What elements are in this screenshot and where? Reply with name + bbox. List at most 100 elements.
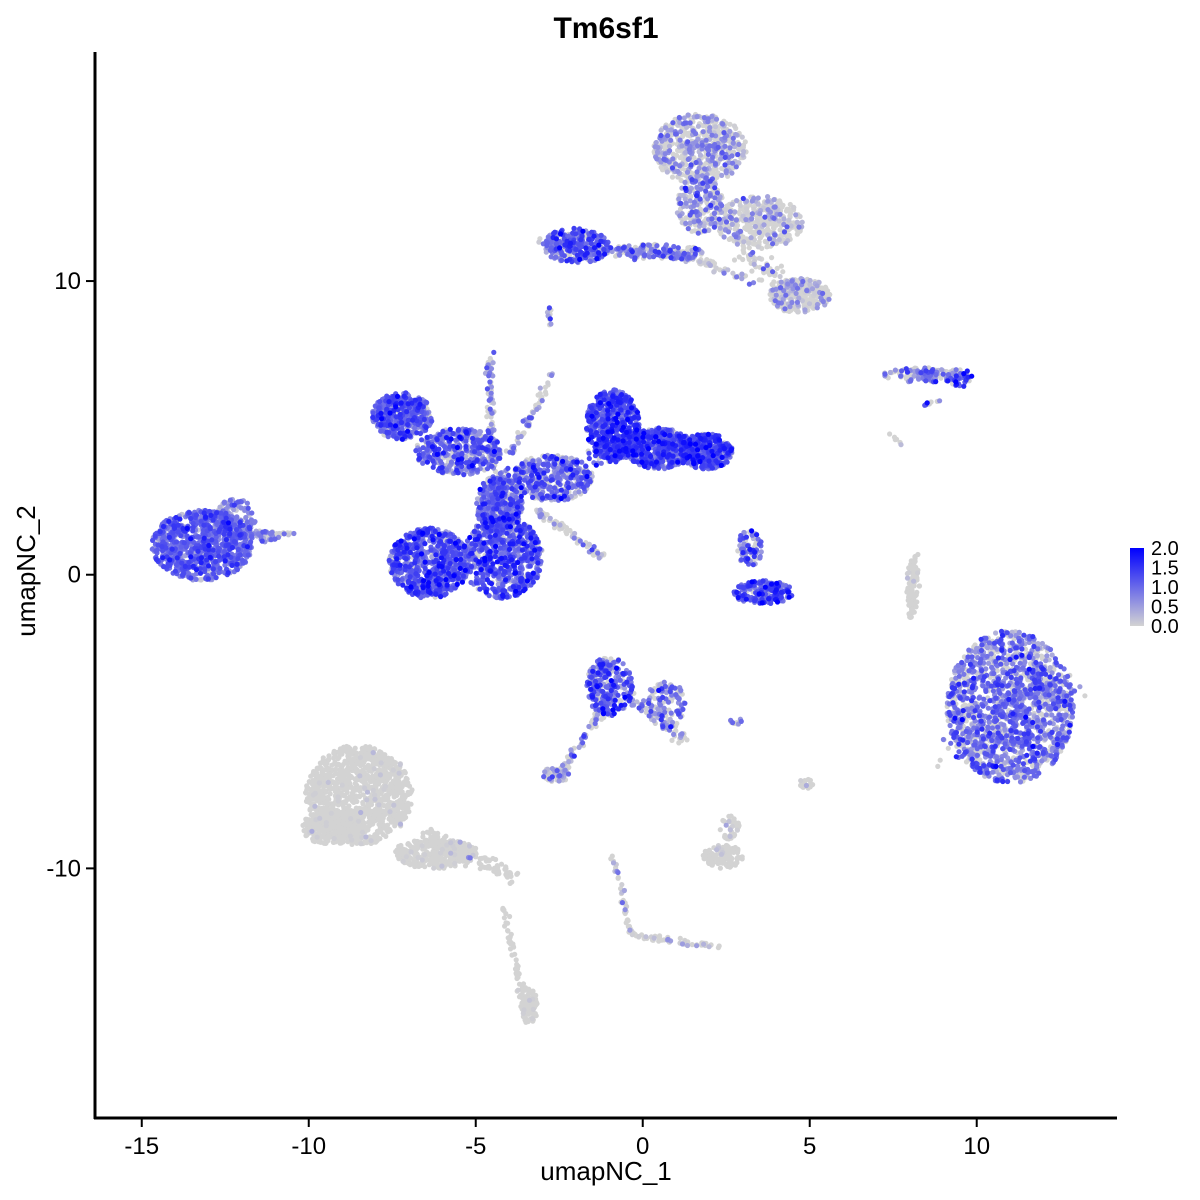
cell-point-unexpressed bbox=[678, 177, 684, 184]
cell-point-unexpressed bbox=[414, 845, 420, 852]
cell-point-unexpressed bbox=[393, 849, 399, 855]
cell-point-unexpressed bbox=[366, 809, 372, 815]
cell-point-unexpressed bbox=[656, 938, 662, 944]
cell-point-unexpressed bbox=[378, 829, 384, 835]
cell-point-unexpressed bbox=[512, 951, 518, 957]
cell-point-unexpressed bbox=[732, 844, 738, 851]
cell-point-expressed bbox=[731, 123, 738, 129]
cell-point-unexpressed bbox=[408, 801, 414, 807]
cell-point-unexpressed bbox=[360, 777, 366, 783]
cell-point-unexpressed bbox=[625, 918, 631, 924]
cell-point-unexpressed bbox=[520, 981, 527, 987]
cell-point-unexpressed bbox=[343, 772, 349, 778]
cell-point-unexpressed bbox=[478, 862, 484, 868]
cell-point-unexpressed bbox=[342, 793, 348, 799]
cell-point-unexpressed bbox=[303, 790, 309, 796]
cell-point-unexpressed bbox=[518, 992, 524, 999]
cell-point-unexpressed bbox=[386, 775, 392, 781]
cell-point-unexpressed bbox=[513, 957, 519, 963]
cell-point-unexpressed bbox=[384, 822, 391, 828]
cell-point-unexpressed bbox=[353, 795, 359, 801]
cell-point-unexpressed bbox=[493, 856, 499, 863]
cell-point-unexpressed bbox=[323, 762, 329, 768]
cell-point-unexpressed bbox=[396, 856, 402, 862]
cell-point-unexpressed bbox=[910, 564, 916, 571]
cell-point-unexpressed bbox=[330, 802, 336, 808]
cell-point-unexpressed bbox=[325, 794, 331, 800]
cell-point-unexpressed bbox=[308, 773, 314, 779]
cell-point-unexpressed bbox=[347, 794, 353, 800]
cell-point-unexpressed bbox=[669, 737, 675, 744]
cell-point-unexpressed bbox=[399, 794, 405, 801]
cell-point-unexpressed bbox=[677, 155, 683, 161]
cell-point-unexpressed bbox=[352, 776, 358, 782]
cell-point-unexpressed bbox=[908, 609, 914, 615]
cell-point-unexpressed bbox=[715, 170, 721, 176]
cell-point-unexpressed bbox=[916, 583, 923, 589]
cell-point-unexpressed bbox=[670, 151, 676, 157]
cell-point-unexpressed bbox=[383, 833, 389, 840]
cell-point-unexpressed bbox=[945, 745, 951, 751]
cell-point-unexpressed bbox=[386, 816, 392, 822]
cell-point-unexpressed bbox=[706, 860, 712, 866]
cell-point-unexpressed bbox=[376, 767, 382, 773]
cell-point-unexpressed bbox=[887, 431, 893, 437]
cell-point-unexpressed bbox=[785, 207, 791, 213]
cell-point-unexpressed bbox=[340, 761, 347, 767]
cell-point-unexpressed bbox=[397, 803, 403, 809]
cell-point-unexpressed bbox=[403, 805, 409, 811]
cell-point-unexpressed bbox=[710, 852, 717, 858]
cell-point-unexpressed bbox=[349, 786, 356, 792]
cell-point-unexpressed bbox=[413, 838, 419, 845]
cell-point-unexpressed bbox=[680, 133, 686, 139]
cell-point-unexpressed bbox=[387, 828, 393, 834]
cell-point-unexpressed bbox=[317, 760, 323, 766]
cell-point-unexpressed bbox=[389, 789, 395, 795]
cell-point-unexpressed bbox=[371, 814, 377, 820]
cell-point-unexpressed bbox=[340, 814, 347, 820]
cell-point-unexpressed bbox=[391, 812, 397, 818]
cell-point-unexpressed bbox=[615, 875, 621, 881]
cell-point-unexpressed bbox=[894, 436, 900, 442]
cell-point-unexpressed bbox=[377, 822, 383, 828]
cell-point-unexpressed bbox=[345, 756, 352, 762]
cell-point-unexpressed bbox=[370, 774, 376, 780]
cell-point-unexpressed bbox=[746, 245, 752, 251]
cell-point-unexpressed bbox=[339, 746, 345, 752]
cell-point-unexpressed bbox=[908, 585, 915, 591]
cell-point-unexpressed bbox=[420, 834, 426, 840]
cell-point-unexpressed bbox=[357, 759, 364, 766]
cell-point-unexpressed bbox=[356, 823, 362, 830]
points-layer bbox=[149, 111, 1088, 1025]
cell-point-unexpressed bbox=[907, 614, 914, 621]
cell-point-unexpressed bbox=[701, 855, 707, 861]
cell-point-unexpressed bbox=[718, 857, 724, 863]
cell-point-unexpressed bbox=[402, 810, 408, 816]
cell-point-unexpressed bbox=[909, 593, 915, 599]
cell-point-unexpressed bbox=[408, 789, 414, 795]
cell-point-unexpressed bbox=[374, 781, 380, 787]
cell-point-unexpressed bbox=[526, 990, 532, 996]
cell-point-unexpressed bbox=[350, 762, 356, 768]
cell-point-unexpressed bbox=[347, 746, 353, 752]
cell-point-unexpressed bbox=[396, 798, 402, 805]
cell-point-unexpressed bbox=[317, 790, 323, 796]
cell-point-unexpressed bbox=[333, 781, 339, 788]
cell-point-unexpressed bbox=[507, 880, 513, 887]
cell-point-unexpressed bbox=[382, 754, 388, 761]
cell-point-unexpressed bbox=[514, 966, 521, 972]
cell-point-unexpressed bbox=[401, 848, 407, 855]
cell-point-unexpressed bbox=[315, 766, 321, 772]
cell-point-unexpressed bbox=[373, 761, 379, 767]
cell-point-unexpressed bbox=[1082, 693, 1088, 699]
cell-point-unexpressed bbox=[384, 803, 390, 810]
cell-point-unexpressed bbox=[963, 759, 970, 765]
cell-point-unexpressed bbox=[780, 269, 786, 275]
cell-point-unexpressed bbox=[756, 277, 762, 283]
cell-point-unexpressed bbox=[318, 796, 324, 802]
cell-point-unexpressed bbox=[397, 814, 403, 821]
cell-point-unexpressed bbox=[724, 863, 731, 870]
cell-point-unexpressed bbox=[342, 800, 348, 806]
cell-point-unexpressed bbox=[764, 244, 770, 250]
cell-point-unexpressed bbox=[428, 859, 434, 865]
